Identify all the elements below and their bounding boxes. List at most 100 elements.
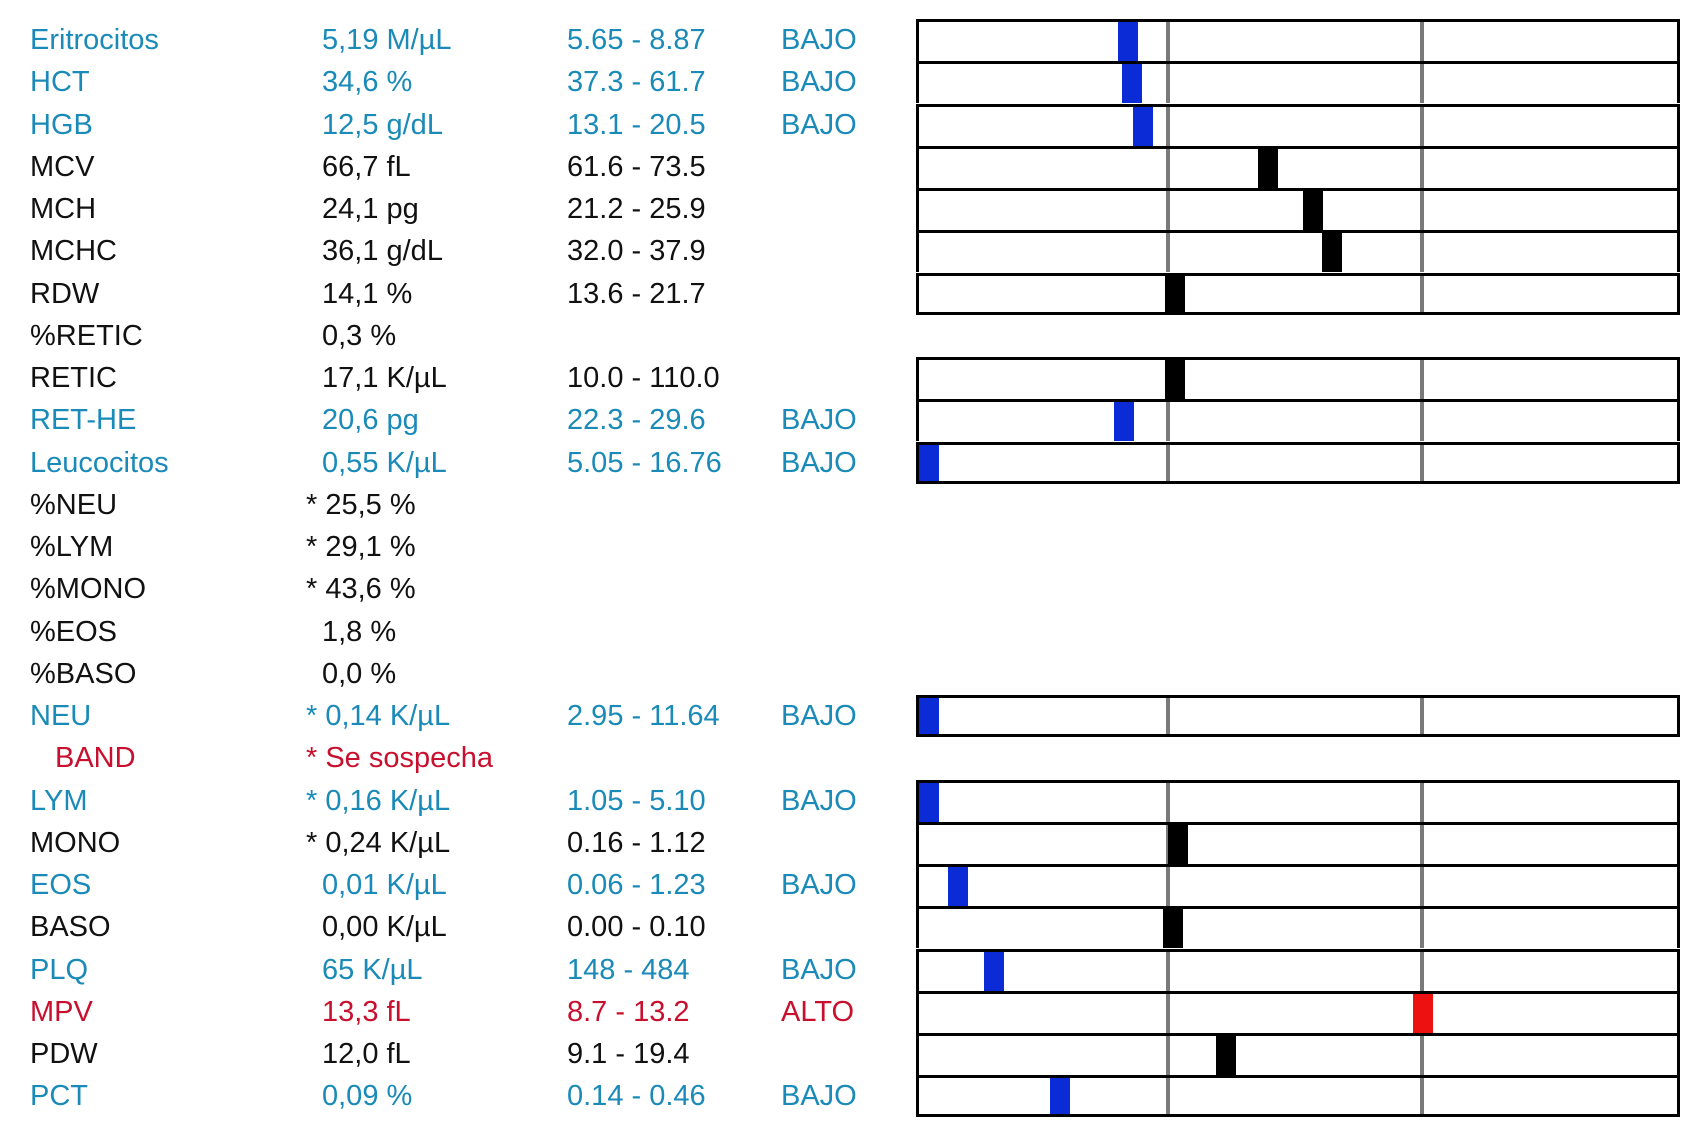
- gauge-upper-limit-line: [1420, 444, 1424, 481]
- gauge-lower-limit-line: [1166, 1078, 1170, 1115]
- test-name: %BASO: [30, 657, 137, 690]
- reference-range: 0.00 - 0.10: [567, 911, 706, 944]
- result-row: Leucocitos 0,55 K/µL 5.05 - 16.76 BAJO: [0, 441, 1692, 484]
- result-row: BASO 0,00 K/µL 0.00 - 0.10: [0, 906, 1692, 949]
- test-value: * 0,14 K/µL: [306, 700, 451, 732]
- status-flag: BAJO: [781, 953, 857, 986]
- range-gauge: [916, 864, 1680, 906]
- range-gauge: [916, 1075, 1680, 1118]
- result-row: MONO * 0,24 K/µL 0.16 - 1.12: [0, 821, 1692, 864]
- gauge-upper-limit-line: [1420, 148, 1424, 188]
- reference-range: 0.06 - 1.23: [567, 869, 706, 901]
- reference-range: 1.05 - 5.10: [567, 784, 706, 817]
- gauge-marker: [1163, 909, 1183, 949]
- test-name: PCT: [30, 1080, 88, 1113]
- gauge-marker: [1114, 402, 1134, 442]
- result-row: %LYM * 29,1 %: [0, 526, 1692, 568]
- gauge-marker: [1122, 64, 1142, 104]
- gauge-marker: [1165, 275, 1185, 312]
- result-row: NEU * 0,14 K/µL 2.95 - 11.64 BAJO: [0, 695, 1692, 737]
- reference-range: 37.3 - 61.7: [567, 66, 706, 99]
- result-row: HCT 34,6 % 37.3 - 61.7 BAJO: [0, 61, 1692, 104]
- test-value: 17,1 K/µL: [322, 362, 447, 394]
- result-row: LYM * 0,16 K/µL 1.05 - 5.10 BAJO: [0, 779, 1692, 822]
- result-row: MCV 66,7 fL 61.6 - 73.5: [0, 145, 1692, 188]
- range-gauge: [916, 1033, 1680, 1075]
- status-flag: BAJO: [781, 700, 857, 732]
- range-gauge: [916, 948, 1680, 991]
- status-flag: ALTO: [781, 995, 855, 1028]
- gauge-lower-limit-line: [1166, 233, 1170, 273]
- reference-range: 0.16 - 1.12: [567, 826, 706, 859]
- test-value: * Se sospecha: [306, 742, 494, 775]
- test-value: 36,1 g/dL: [322, 235, 443, 268]
- result-row: MPV 13,3 fL 8.7 - 13.2 ALTO: [0, 990, 1692, 1033]
- gauge-upper-limit-line: [1420, 824, 1424, 864]
- test-name: Leucocitos: [30, 446, 169, 479]
- test-name: %NEU: [30, 488, 118, 521]
- gauge-upper-limit-line: [1420, 951, 1424, 991]
- test-name: MCH: [30, 193, 97, 225]
- test-name: %RETIC: [30, 319, 143, 352]
- status-flag: BAJO: [781, 24, 857, 56]
- gauge-lower-limit-line: [1166, 64, 1170, 104]
- range-gauge: [916, 695, 1680, 737]
- range-gauge: [916, 399, 1680, 442]
- test-value: * 43,6 %: [306, 573, 416, 606]
- gauge-lower-limit-line: [1166, 1036, 1170, 1075]
- range-gauge: [916, 441, 1680, 484]
- test-name: PLQ: [30, 953, 89, 986]
- gauge-upper-limit-line: [1420, 275, 1424, 312]
- test-value: 0,0 %: [322, 657, 397, 690]
- test-value: 0,3 %: [322, 319, 397, 352]
- test-value: 0,09 %: [322, 1080, 413, 1113]
- test-name: MCV: [30, 150, 95, 183]
- gauge-lower-limit-line: [1166, 444, 1170, 481]
- test-name: RDW: [30, 277, 100, 310]
- test-name: HGB: [30, 108, 93, 141]
- status-flag: BAJO: [781, 869, 857, 901]
- test-value: * 0,24 K/µL: [306, 826, 451, 859]
- gauge-upper-limit-line: [1420, 360, 1424, 399]
- gauge-marker: [1118, 22, 1138, 61]
- reference-range: 148 - 484: [567, 953, 690, 986]
- gauge-lower-limit-line: [1166, 951, 1170, 991]
- gauge-marker: [919, 698, 939, 734]
- reference-range: 32.0 - 37.9: [567, 235, 706, 268]
- gauge-upper-limit-line: [1420, 909, 1424, 949]
- result-row: PLQ 65 K/µL 148 - 484 BAJO: [0, 948, 1692, 991]
- range-gauge: [916, 61, 1680, 104]
- gauge-lower-limit-line: [1166, 106, 1170, 146]
- reference-range: 21.2 - 25.9: [567, 193, 706, 225]
- reference-range: 9.1 - 19.4: [567, 1038, 690, 1070]
- test-value: 5,19 M/µL: [322, 24, 452, 56]
- test-name: MPV: [30, 995, 93, 1028]
- gauge-lower-limit-line: [1166, 22, 1170, 61]
- status-flag: BAJO: [781, 446, 857, 479]
- gauge-upper-limit-line: [1420, 782, 1424, 822]
- gauge-upper-limit-line: [1420, 233, 1424, 273]
- gauge-upper-limit-line: [1420, 191, 1424, 230]
- result-row: RET-HE 20,6 pg 22.3 - 29.6 BAJO: [0, 399, 1692, 442]
- test-name: NEU: [30, 700, 92, 732]
- status-flag: BAJO: [781, 108, 857, 141]
- result-row: Eritrocitos 5,19 M/µL 5.65 - 8.87 BAJO: [0, 19, 1692, 61]
- reference-range: 0.14 - 0.46: [567, 1080, 706, 1113]
- test-value: * 29,1 %: [306, 531, 416, 563]
- reference-range: 22.3 - 29.6: [567, 404, 706, 437]
- gauge-lower-limit-line: [1166, 191, 1170, 230]
- test-name: LYM: [30, 784, 88, 817]
- test-name: %MONO: [30, 573, 146, 606]
- test-name: RET-HE: [30, 404, 137, 437]
- test-value: 12,5 g/dL: [322, 108, 443, 141]
- result-row: MCH 24,1 pg 21.2 - 25.9: [0, 188, 1692, 230]
- test-value: * 25,5 %: [306, 488, 416, 521]
- range-gauge: [916, 19, 1680, 61]
- range-gauge: [916, 103, 1680, 146]
- test-name: PDW: [30, 1038, 98, 1070]
- result-row: BAND * Se sospecha: [0, 737, 1692, 779]
- test-value: 0,00 K/µL: [322, 911, 447, 944]
- status-flag: BAJO: [781, 784, 857, 817]
- gauge-upper-limit-line: [1420, 1078, 1424, 1115]
